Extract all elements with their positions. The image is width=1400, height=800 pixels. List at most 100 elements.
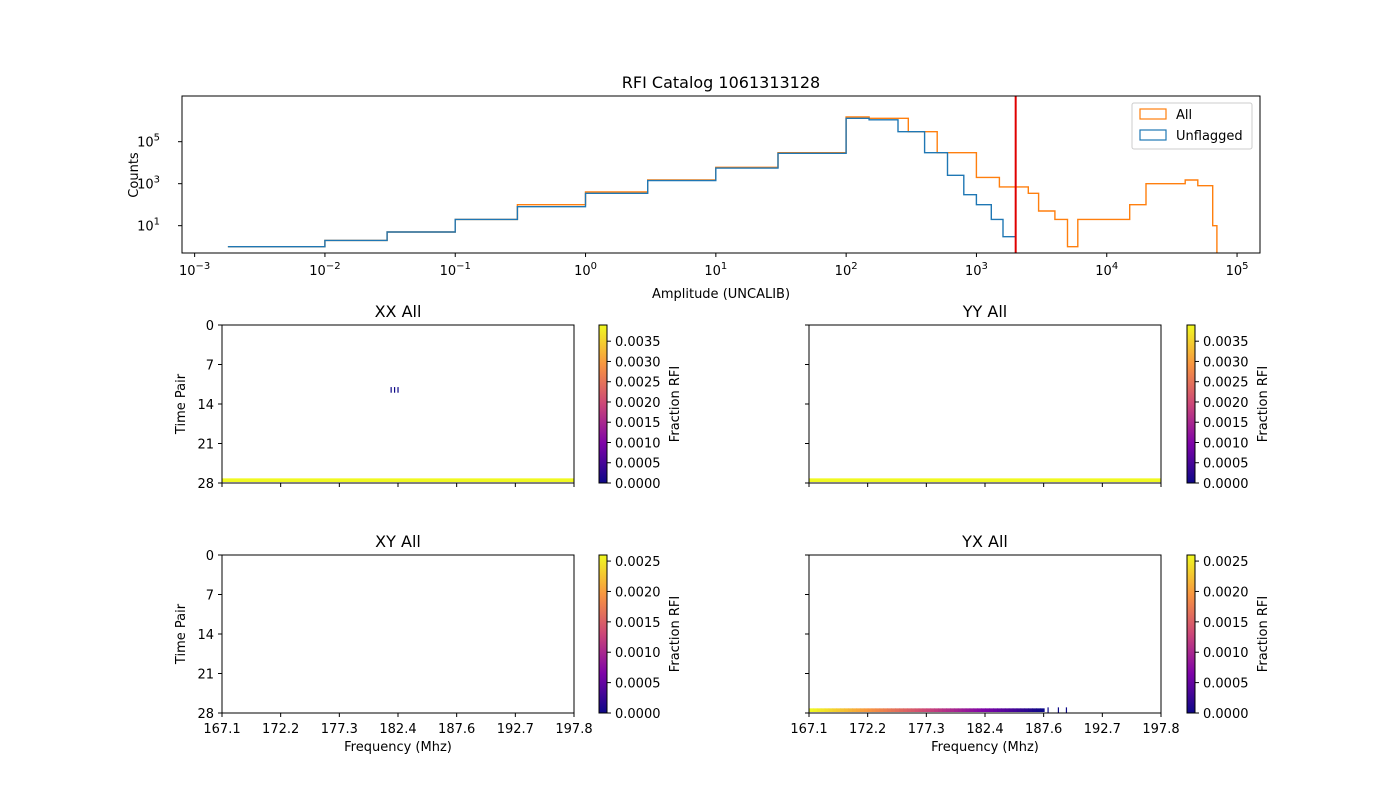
heatmap-cell bbox=[390, 387, 392, 393]
heatmap-cell bbox=[1000, 708, 1006, 712]
heatmap-title: YY All bbox=[962, 302, 1007, 321]
heatmap-frame bbox=[808, 554, 1162, 714]
heatmap-xtick-label: 192.7 bbox=[1084, 722, 1121, 737]
heatmap-cell bbox=[903, 708, 908, 712]
colorbar-tick-label: 0.0015 bbox=[615, 616, 661, 631]
heatmap-cell bbox=[393, 387, 396, 393]
heatmap-cell bbox=[938, 708, 943, 712]
histogram-xtick-label: 10−3 bbox=[179, 261, 210, 279]
heatmap-cell bbox=[1057, 707, 1060, 713]
heatmap-cell bbox=[934, 708, 939, 712]
heatmap-cell bbox=[895, 708, 900, 712]
heatmap-cell bbox=[832, 708, 838, 712]
histogram-ytick-label: 103 bbox=[137, 175, 160, 193]
heatmap-cell bbox=[977, 708, 982, 712]
heatmap-cell bbox=[812, 708, 818, 712]
heatmap-yx-all: YX All 167.1 172.2 177.3 182.4 187.6 192.7 197.… bbox=[790, 532, 1271, 755]
heatmap-ytick-label: 14 bbox=[197, 628, 214, 643]
heatmap-cell bbox=[879, 708, 885, 712]
colorbar-tick-label: 0.0010 bbox=[615, 646, 661, 661]
heatmap-cell bbox=[1024, 708, 1029, 712]
heatmap-xtick-label: 172.2 bbox=[262, 722, 299, 737]
histogram-panel: RFI Catalog 1061313128 Counts Amplitude … bbox=[127, 73, 1261, 302]
histogram-xtick-label: 10−2 bbox=[309, 261, 340, 279]
heatmap-cell bbox=[965, 708, 971, 712]
colorbar-tick-label: 0.0025 bbox=[1203, 376, 1249, 391]
histogram-xtick-label: 105 bbox=[1226, 261, 1249, 279]
heatmap-xtick-label: 197.8 bbox=[555, 722, 592, 737]
colorbar-tick-label: 0.0030 bbox=[1203, 355, 1249, 370]
heatmap-ytick-label: 7 bbox=[206, 359, 214, 374]
heatmap-frame bbox=[221, 554, 575, 714]
colorbar bbox=[1186, 554, 1196, 714]
colorbar bbox=[598, 324, 608, 484]
heatmap-cell bbox=[953, 708, 959, 712]
heatmap-xlabel: Frequency (Mhz) bbox=[931, 740, 1039, 755]
heatmap-cell bbox=[848, 708, 853, 712]
heatmap-xtick-label: 182.4 bbox=[966, 722, 1003, 737]
heatmap-cell bbox=[930, 708, 935, 712]
heatmap-cell bbox=[844, 708, 849, 712]
legend-swatch-all bbox=[1139, 108, 1167, 120]
heatmap-ytick-label: 7 bbox=[206, 589, 214, 604]
heatmap-cell bbox=[824, 708, 830, 712]
colorbar-tick-label: 0.0020 bbox=[1203, 585, 1249, 600]
heatmap-cell bbox=[863, 708, 869, 712]
heatmap-ylabel: Time Pair bbox=[174, 373, 189, 435]
heatmap-cell bbox=[875, 708, 881, 712]
colorbar-tick-label: 0.0010 bbox=[1203, 436, 1249, 451]
heatmap-ytick-label: 0 bbox=[206, 319, 214, 334]
histogram-frame bbox=[181, 95, 1261, 254]
heatmap-cell bbox=[836, 708, 841, 712]
colorbar-tick-label: 0.0010 bbox=[1203, 646, 1249, 661]
heatmap-cell bbox=[809, 708, 814, 712]
heatmap-cell bbox=[1008, 708, 1014, 712]
heatmap-cell bbox=[918, 708, 924, 712]
histogram-ylabel: Counts bbox=[127, 152, 142, 198]
histogram-xtick-label: 103 bbox=[965, 261, 988, 279]
heatmap-xy-all: XY All 0 7 14 21 28 Time Pair 167.1 172.2 177.3 18… bbox=[174, 532, 683, 755]
colorbar-tick-label: 0.0035 bbox=[1203, 335, 1249, 350]
colorbar-tick-label: 0.0000 bbox=[615, 477, 661, 492]
heatmap-cell bbox=[899, 708, 904, 712]
heatmap-cell bbox=[828, 708, 834, 712]
histogram-xtick-label: 10−1 bbox=[440, 261, 471, 279]
colorbar-tick-label: 0.0025 bbox=[1203, 555, 1249, 570]
heatmap-cell bbox=[926, 708, 932, 712]
series-all-line bbox=[227, 116, 1218, 253]
heatmap-cell bbox=[942, 708, 947, 712]
heatmap-cell bbox=[809, 478, 1161, 482]
colorbar-tick-label: 0.0030 bbox=[615, 355, 661, 370]
heatmap-cell bbox=[859, 708, 865, 712]
heatmap-ytick-label: 21 bbox=[197, 668, 214, 683]
heatmap-cell bbox=[1065, 707, 1068, 713]
colorbar-tick-label: 0.0000 bbox=[615, 707, 661, 722]
heatmap-ytick-label: 0 bbox=[206, 549, 214, 564]
heatmap-cell bbox=[883, 708, 888, 712]
heatmap-cell bbox=[993, 708, 998, 712]
colorbar-tick-label: 0.0035 bbox=[615, 335, 661, 350]
heatmap-cell bbox=[973, 708, 979, 712]
heatmap-cell bbox=[957, 708, 963, 712]
heatmap-frame bbox=[808, 324, 1162, 484]
colorbar-tick-label: 0.0020 bbox=[1203, 396, 1249, 411]
heatmap-cell bbox=[910, 708, 916, 712]
heatmap-cell bbox=[1047, 707, 1049, 713]
heatmap-cell bbox=[1040, 708, 1045, 712]
heatmap-yy-all: YY All 0.0000 0.0005 0.0010 0.0015 0.0020 0.00… bbox=[805, 302, 1271, 492]
heatmap-cell bbox=[1032, 708, 1037, 712]
heatmap-xtick-label: 167.1 bbox=[203, 722, 240, 737]
heatmap-xtick-label: 197.8 bbox=[1142, 722, 1179, 737]
heatmap-cell bbox=[981, 708, 986, 712]
colorbar-label: Fraction RFI bbox=[1256, 366, 1271, 442]
heatmap-xtick-label: 172.2 bbox=[849, 722, 886, 737]
heatmap-cell bbox=[950, 708, 955, 712]
heatmap-ytick-label: 21 bbox=[197, 438, 214, 453]
heatmap-cell bbox=[989, 708, 994, 712]
heatmap-cell bbox=[997, 708, 1002, 712]
histogram-xtick-label: 104 bbox=[1095, 261, 1118, 279]
heatmap-cell bbox=[891, 708, 896, 712]
heatmap-cell bbox=[946, 708, 951, 712]
heatmap-cell bbox=[961, 708, 967, 712]
